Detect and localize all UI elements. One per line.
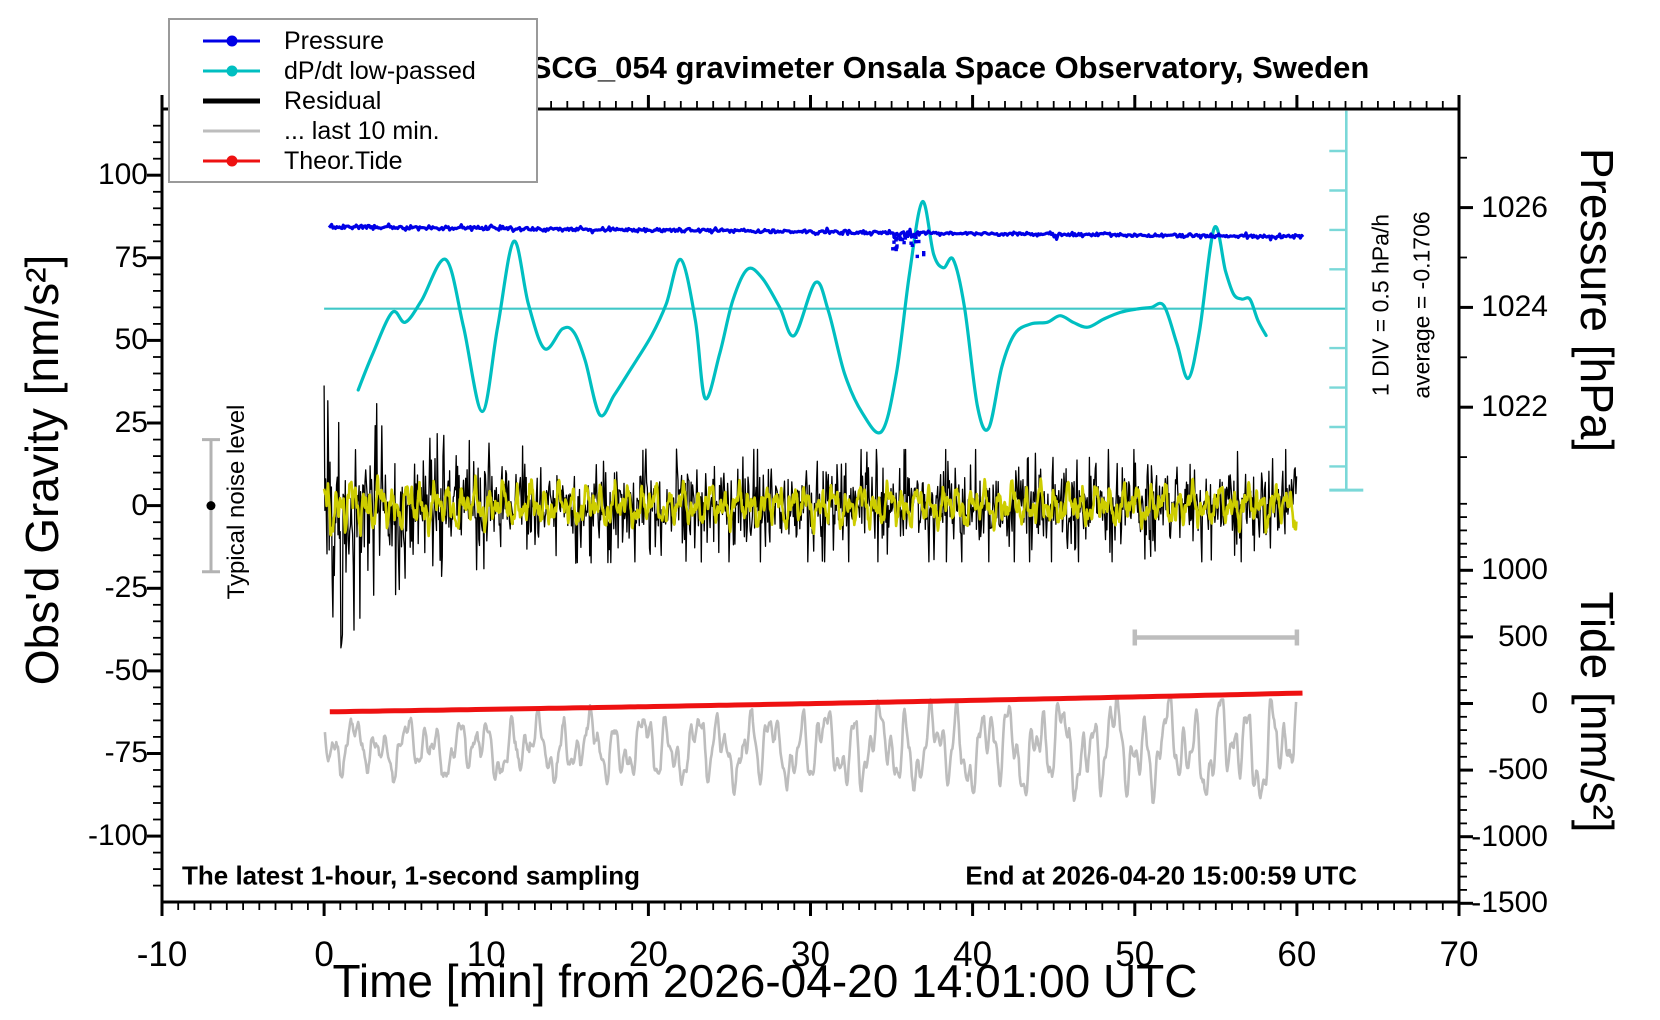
gravity-tick-label: -25 — [104, 571, 148, 605]
gravity-tick-label: -50 — [104, 653, 148, 687]
series-theor-tide — [329, 690, 1303, 715]
gravity-tick-label: 0 — [131, 488, 148, 522]
gravity-axis-title: Obs'd Gravity [nm/s²] — [16, 254, 68, 686]
legend-item: Residual — [170, 86, 536, 116]
series-residual-lowpassed — [322, 474, 1298, 538]
pressure-tick-label: 1022 — [1481, 390, 1548, 424]
legend-item-label: Residual — [284, 86, 382, 115]
pressure-tick-label: 1026 — [1481, 190, 1548, 224]
x-axis-title: Time [min] from 2026-04-20 14:01:00 UTC — [332, 955, 1198, 1007]
legend-box: Pressure dP/dt low-passed Residual... last… — [168, 18, 538, 183]
last10-extent-bar — [1132, 629, 1300, 646]
legend-item: Theor.Tide — [170, 146, 536, 176]
pressure-axis-title: Pressure [hPa] — [1571, 147, 1623, 453]
legend-item-label: Theor.Tide — [284, 146, 403, 175]
legend-sample-line-icon — [203, 35, 260, 47]
sampling-note: The latest 1-hour, 1-second sampling — [182, 860, 640, 891]
x-tick-label: 0 — [314, 935, 334, 974]
legend-item-label: ... last 10 min. — [284, 116, 440, 145]
typical-noise-level-label: Typical noise level — [223, 404, 250, 600]
x-tick-label: 20 — [628, 935, 668, 974]
typical-noise-marker — [202, 438, 220, 574]
series-pressure — [327, 222, 1305, 259]
gravity-tick-label: 25 — [114, 406, 148, 440]
pressure-tick-label: 1024 — [1481, 290, 1548, 324]
x-tick-label: 50 — [1115, 935, 1155, 974]
legend-sample-line-icon — [203, 95, 260, 107]
legend-item: ... last 10 min. — [170, 116, 536, 146]
legend-item: Pressure — [170, 26, 536, 56]
x-tick-label: 60 — [1277, 935, 1317, 974]
x-tick-label: 10 — [466, 935, 506, 974]
x-tick-label: -10 — [136, 935, 188, 974]
x-tick-label: 40 — [953, 935, 993, 974]
x-tick-label: 30 — [791, 935, 830, 974]
chart-title: SCG_054 gravimeter Onsala Space Observat… — [530, 50, 1370, 85]
tide-tick-label: -1500 — [1471, 886, 1548, 920]
legend-item-label: Pressure — [284, 26, 385, 55]
series-dpdt — [324, 110, 1364, 492]
gravity-tick-label: 100 — [97, 158, 148, 192]
tide-tick-label: 0 — [1531, 686, 1548, 720]
dpdt-div-scale-label: 1 DIV = 0.5 hPa/h — [1367, 213, 1394, 397]
tide-axis-title: Tide [nm/s²] — [1571, 591, 1623, 833]
tide-tick-label: -500 — [1487, 753, 1548, 787]
legend-sample-line-icon — [203, 65, 260, 77]
legend-item: dP/dt low-passed — [170, 56, 536, 86]
gravity-tick-label: 50 — [114, 323, 148, 357]
end-time-note: End at 2026-04-20 15:00:59 UTC — [965, 860, 1357, 891]
tide-tick-label: 500 — [1497, 619, 1548, 653]
tide-tick-label: 1000 — [1481, 553, 1548, 587]
x-tick-label: 70 — [1439, 935, 1479, 974]
series-last10min — [323, 698, 1298, 805]
tide-tick-label: -1000 — [1471, 819, 1548, 853]
gravity-tick-label: -75 — [104, 736, 148, 770]
dpdt-average-label: average = -0.1706 — [1408, 211, 1435, 399]
legend-item-label: dP/dt low-passed — [284, 56, 476, 85]
gravity-tick-label: -100 — [87, 819, 148, 853]
legend-sample-line-icon — [203, 155, 260, 167]
gravity-tick-label: 75 — [114, 240, 148, 274]
legend-sample-line-icon — [203, 125, 260, 137]
